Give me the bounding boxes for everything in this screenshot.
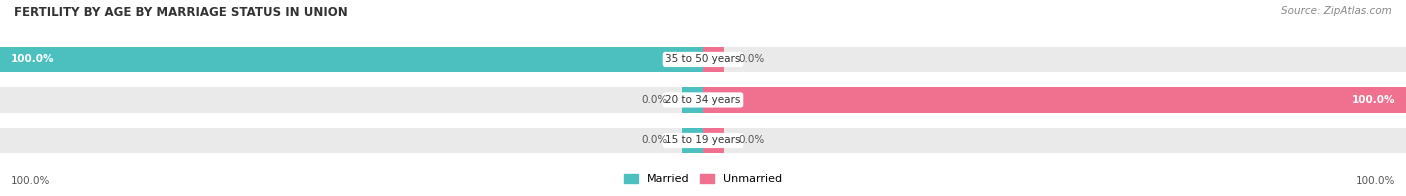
Bar <box>0 87 1406 113</box>
Text: FERTILITY BY AGE BY MARRIAGE STATUS IN UNION: FERTILITY BY AGE BY MARRIAGE STATUS IN U… <box>14 6 347 19</box>
Text: 100.0%: 100.0% <box>10 54 53 64</box>
Bar <box>0 47 703 72</box>
Bar <box>703 87 724 113</box>
Text: 100.0%: 100.0% <box>1353 95 1395 105</box>
Bar <box>703 87 1406 113</box>
Text: 0.0%: 0.0% <box>738 54 765 64</box>
Bar <box>682 47 703 72</box>
Text: 35 to 50 years: 35 to 50 years <box>665 54 741 64</box>
Bar <box>0 47 1406 72</box>
Bar <box>682 128 703 153</box>
Bar <box>0 128 1406 153</box>
Text: 0.0%: 0.0% <box>738 135 765 145</box>
Text: 100.0%: 100.0% <box>1355 176 1395 186</box>
Text: 0.0%: 0.0% <box>641 135 668 145</box>
Text: 20 to 34 years: 20 to 34 years <box>665 95 741 105</box>
Bar <box>682 87 703 113</box>
Text: 0.0%: 0.0% <box>641 95 668 105</box>
Text: 15 to 19 years: 15 to 19 years <box>665 135 741 145</box>
Text: Source: ZipAtlas.com: Source: ZipAtlas.com <box>1281 6 1392 16</box>
Bar <box>703 47 724 72</box>
Bar <box>703 128 724 153</box>
Legend: Married, Unmarried: Married, Unmarried <box>620 169 786 189</box>
Text: 100.0%: 100.0% <box>11 176 51 186</box>
